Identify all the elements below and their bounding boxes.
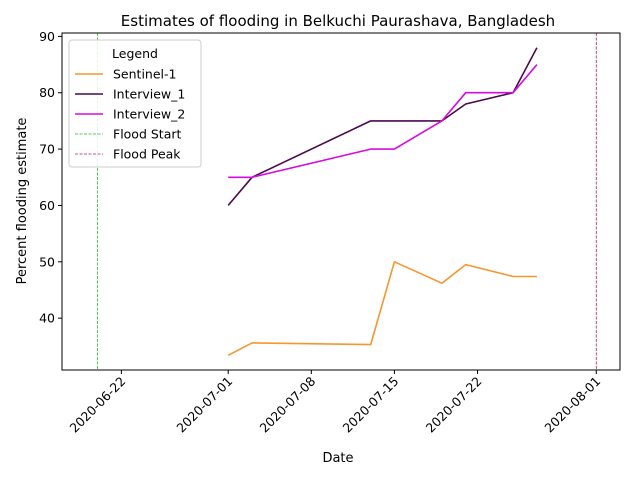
legend-label-interview-2: Interview_2 bbox=[113, 107, 185, 122]
legend-title: Legend bbox=[112, 46, 158, 61]
y-tick-label: 40 bbox=[39, 311, 55, 326]
series-line-sentinel-1 bbox=[227, 260, 537, 357]
x-tick-label: 2020-08-01 bbox=[541, 374, 603, 436]
y-tick-label: 50 bbox=[39, 254, 55, 269]
plot-frame bbox=[61, 32, 621, 371]
y-axis-label: Percent flooding estimate bbox=[15, 118, 30, 285]
y-axis: 40 50 60 70 80 90 bbox=[39, 29, 62, 326]
series-line-interview-1 bbox=[227, 47, 538, 206]
legend-box bbox=[68, 39, 202, 168]
legend-label-flood-peak: Flood Peak bbox=[113, 147, 181, 162]
legend-label-sentinel-1: Sentinel-1 bbox=[113, 67, 176, 82]
x-tick-label: 2020-07-08 bbox=[256, 373, 318, 435]
x-tick-label: 2020-06-22 bbox=[67, 374, 129, 436]
y-tick-label: 60 bbox=[39, 198, 55, 213]
x-axis: 2020-06-22 2020-07-01 2020-07-08 2020-07-15… bbox=[67, 370, 603, 436]
x-tick-label: 2020-07-15 bbox=[340, 374, 402, 436]
series-line-interview-2 bbox=[228, 64, 538, 179]
legend-label-flood-start: Flood Start bbox=[113, 127, 182, 142]
legend-label-interview-1: Interview_1 bbox=[113, 87, 185, 102]
x-axis-label: Date bbox=[322, 451, 353, 466]
legend: Legend Sentinel-1 Interview_1 Interview_2 Fl… bbox=[68, 39, 202, 168]
x-tick-label: 2020-07-22 bbox=[423, 374, 485, 436]
plot-area bbox=[97, 33, 597, 370]
chart-title: Estimates of flooding in Belkuchi Pauras… bbox=[121, 12, 555, 30]
y-tick-label: 70 bbox=[39, 142, 55, 157]
y-tick-label: 90 bbox=[39, 29, 55, 44]
x-tick-label: 2020-07-01 bbox=[173, 374, 235, 436]
y-tick-label: 80 bbox=[39, 85, 55, 100]
